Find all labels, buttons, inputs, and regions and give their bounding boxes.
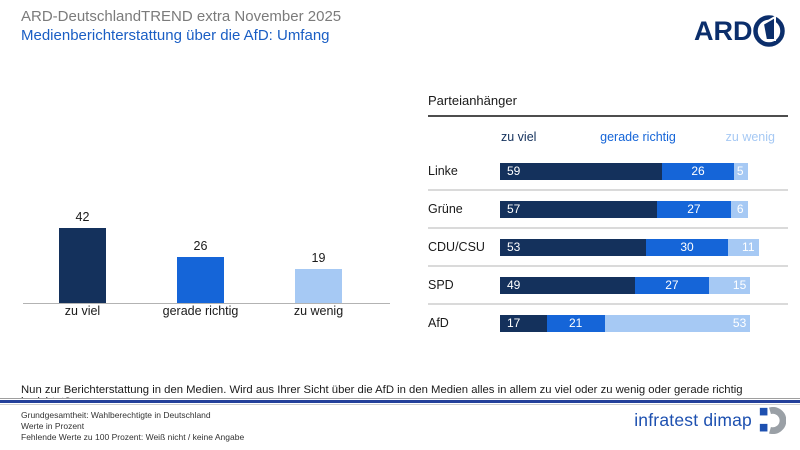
footer-note-line: Werte in Prozent — [21, 421, 85, 431]
bar-value-label: 42 — [75, 210, 90, 224]
segment-zu wenig: 11 — [728, 238, 759, 256]
party-rows: Linke 59 26 5 Grüne 57 27 6 CDU/CSU 53 30 11 SPD 49 27… — [428, 153, 788, 341]
report-title: ARD-DeutschlandTREND extra November 2025 — [21, 8, 342, 25]
bar-value-label: 26 — [193, 239, 208, 253]
party-row-AfD: AfD 17 21 53 — [428, 305, 788, 341]
segment-zu viel: 57 — [500, 200, 657, 218]
segment-gerade richtig: 26 — [662, 162, 734, 180]
stacked-bar: 53 30 11 — [500, 238, 759, 256]
footer-note-line: Fehlende Werte zu 100 Prozent: Weiß nich… — [21, 432, 245, 442]
stacked-bar: 17 21 53 — [500, 314, 751, 332]
segment-zu viel: 17 — [500, 314, 547, 332]
segment-gerade richtig: 27 — [656, 200, 731, 218]
segment-gerade richtig: 21 — [546, 314, 605, 332]
stacked-bar: 59 26 5 — [500, 162, 748, 180]
divider-line — [0, 398, 800, 405]
bar-category-label: gerade richtig — [162, 303, 239, 318]
segment-zu wenig: 5 — [733, 162, 748, 180]
bar-category-label: zu viel — [64, 303, 101, 318]
party-label: SPD — [428, 278, 454, 292]
segment-zu viel: 53 — [500, 238, 646, 256]
segment-zu wenig: 53 — [604, 314, 751, 332]
page-title: Medienberichterstattung über die AfD: Um… — [21, 27, 330, 44]
party-row-SPD: SPD 49 27 15 — [428, 267, 788, 305]
stacked-bar: 49 27 15 — [500, 276, 751, 294]
bar-gerade richtig — [177, 257, 224, 303]
legend-zu-viel: zu viel — [501, 130, 537, 144]
national-bar-chart: 42 zu viel 26 gerade richtig 19 zu wenig — [23, 205, 390, 318]
infratest-dimap-logo: infratest dimap — [634, 407, 786, 434]
segment-gerade richtig: 27 — [634, 276, 709, 294]
party-label: CDU/CSU — [428, 240, 485, 254]
segment-zu wenig: 6 — [731, 200, 748, 218]
bar-zu viel — [59, 228, 106, 303]
segment-zu wenig: 15 — [709, 276, 751, 294]
segment-zu viel: 49 — [500, 276, 635, 294]
legend-gerade-richtig: gerade richtig — [600, 130, 676, 144]
party-breakdown-panel: Parteianhänger zu viel gerade richtig zu… — [428, 93, 788, 341]
party-row-Grüne: Grüne 57 27 6 — [428, 191, 788, 229]
stacked-bar: 57 27 6 — [500, 200, 748, 218]
party-label: Grüne — [428, 202, 463, 216]
party-label: AfD — [428, 316, 449, 330]
panel-title: Parteianhänger — [428, 93, 788, 117]
infratest-dimap-icon — [759, 407, 786, 434]
segment-gerade richtig: 30 — [645, 238, 729, 256]
party-row-Linke: Linke 59 26 5 — [428, 153, 788, 191]
ard-logo-ring — [753, 15, 785, 47]
footer-notes: Grundgesamtheit: Wahlberechtigte in Deut… — [21, 410, 244, 443]
segment-zu viel: 59 — [500, 162, 663, 180]
party-label: Linke — [428, 164, 458, 178]
ard-logo-text: ARD — [694, 16, 753, 46]
bar-value-label: 19 — [311, 251, 326, 265]
bar-zu wenig — [295, 269, 342, 303]
bar-category-label: zu wenig — [293, 303, 344, 318]
party-row-CDU/CSU: CDU/CSU 53 30 11 — [428, 229, 788, 267]
infratest-dimap-wordmark: infratest dimap — [634, 410, 752, 430]
legend-zu-wenig: zu wenig — [725, 130, 775, 144]
ard-logo-one-icon — [761, 15, 776, 41]
stacked-chart-legend: zu viel gerade richtig zu wenig — [428, 130, 788, 150]
ard-logo: ARD — [694, 15, 785, 47]
footer-note-line: Grundgesamtheit: Wahlberechtigte in Deut… — [21, 410, 211, 420]
